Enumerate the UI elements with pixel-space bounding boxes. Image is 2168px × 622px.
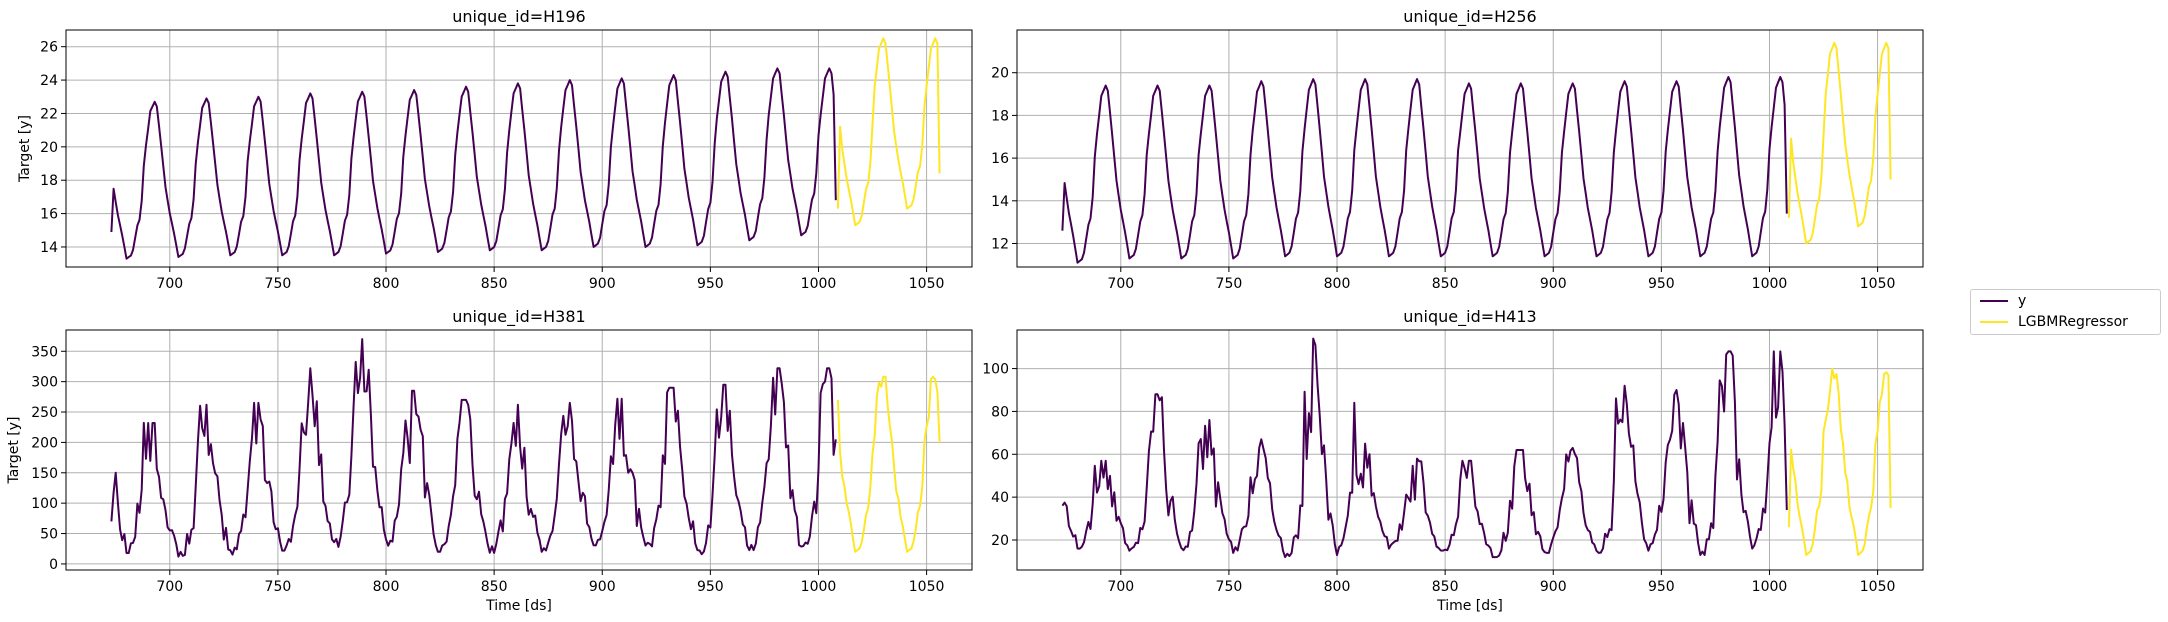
series-forecast-line [836,375,941,553]
x-tick-label: 800 [1324,276,1351,292]
x-tick-label: 850 [1432,579,1459,595]
y-tick-label: 20 [991,66,1009,82]
x-tick-label: 750 [265,276,292,292]
x-tick-label: 1000 [1752,579,1788,595]
y-tick-label: 100 [982,362,1009,378]
x-tick-label: 900 [589,276,616,292]
x-tick-label: 850 [1432,276,1459,292]
subplot-title: unique_id=H256 [1403,7,1536,27]
x-tick-label: 1050 [1860,579,1896,595]
x-tick-label: 900 [1540,276,1567,292]
y-tick-label: 18 [991,108,1009,124]
x-tick-label: 800 [373,579,400,595]
x-tick-label: 950 [1648,276,1675,292]
x-tick-label: 750 [1216,579,1243,595]
series-forecast-line [1787,367,1892,556]
y-tick-label: 350 [31,344,58,360]
subplot-title: unique_id=H413 [1403,307,1536,327]
y-tick-label: 150 [31,466,58,482]
y-tick-label: 60 [991,447,1009,463]
subplot-h413: unique_id=H413 Time [ds] 700 750 800 850 900… [982,307,1924,614]
plot-frame [1016,29,1924,268]
y-tick-label: 40 [991,490,1009,506]
series-y-line [110,338,837,558]
x-tick-label: 700 [156,579,183,595]
y-tick-label: 100 [31,496,58,512]
y-axis-label: Target [y] [17,115,33,183]
y-axis-label: Target [y] [6,417,22,485]
y-tick-label: 22 [40,106,58,122]
y-tick-label: 50 [40,527,58,543]
subplot-title: unique_id=H381 [452,307,585,327]
x-tick-label: 900 [589,579,616,595]
y-tick-label: 16 [40,207,58,223]
series-forecast-line [836,37,941,227]
series-y-line [1061,337,1788,559]
x-tick-label: 1000 [801,276,837,292]
subplot-title: unique_id=H196 [452,7,585,27]
y-tick-label: 12 [991,237,1009,253]
y-tick-label: 200 [31,435,58,451]
x-tick-label: 1000 [801,579,837,595]
legend-item-y: y [1980,292,2026,310]
x-tick-label: 950 [1648,579,1675,595]
x-tick-label: 900 [1540,579,1567,595]
series-y-line [110,67,837,260]
y-tick-label: 24 [40,73,58,89]
y-tick-label: 20 [40,140,58,156]
y-tick-label: 250 [31,405,58,421]
x-tick-label: 850 [481,276,508,292]
y-tick-label: 80 [991,404,1009,420]
y-tick-label: 18 [40,173,58,189]
x-tick-label: 1050 [909,276,945,292]
x-axis-label: Time [ds] [1436,598,1503,614]
legend-swatch-y [1980,300,2008,302]
plot-frame [65,29,973,268]
y-tick-label: 14 [991,194,1009,210]
legend-item-forecast: LGBMRegressor [1980,313,2128,331]
y-tick-label: 300 [31,375,58,391]
subplot-h256: unique_id=H256 700 750 800 850 900 950 1000 105… [991,7,1924,292]
x-tick-label: 950 [697,579,724,595]
x-tick-label: 1050 [1860,276,1896,292]
x-tick-label: 800 [1324,579,1351,595]
x-tick-label: 800 [373,276,400,292]
x-tick-label: 700 [1107,276,1134,292]
legend-label-forecast: LGBMRegressor [2018,314,2128,330]
y-tick-label: 26 [40,40,58,56]
x-tick-label: 850 [481,579,508,595]
series-forecast-line [1787,41,1892,245]
legend: y LGBMRegressor [1970,289,2161,335]
plot-frame [65,329,973,571]
x-tick-label: 700 [156,276,183,292]
y-tick-label: 16 [991,151,1009,167]
plot-frame [1016,329,1924,571]
series-y-line [1061,76,1788,264]
legend-swatch-forecast [1980,321,2008,323]
subplot-h381: unique_id=H381 Target [y] Time [ds] 700 7… [6,307,973,614]
x-tick-label: 950 [697,276,724,292]
y-tick-label: 14 [40,240,58,256]
y-tick-label: 0 [49,557,58,573]
y-tick-label: 20 [991,533,1009,549]
legend-label-y: y [2018,293,2027,309]
subplot-h196: unique_id=H196 Target [y] 700 750 800 850 90… [17,7,973,292]
x-tick-label: 1050 [909,579,945,595]
x-tick-label: 700 [1107,579,1134,595]
x-tick-label: 750 [265,579,292,595]
x-tick-label: 750 [1216,276,1243,292]
x-tick-label: 1000 [1752,276,1788,292]
x-axis-label: Time [ds] [485,598,552,614]
